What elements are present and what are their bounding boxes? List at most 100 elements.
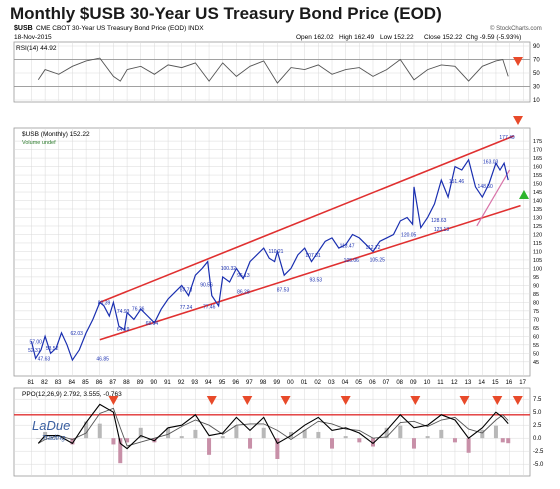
- price-tick-label: 85: [533, 292, 539, 298]
- ppo-histogram-bar: [411, 438, 416, 449]
- price-data-label: 110.21: [269, 249, 284, 255]
- ppo-histogram-bar: [97, 423, 102, 439]
- ppo-histogram-bar: [302, 429, 307, 439]
- price-tick-label: 135: [533, 207, 542, 213]
- price-data-label: 112.72: [366, 245, 381, 251]
- ppo-tick-label: -2.5: [533, 449, 544, 455]
- ppo-histogram-bar: [316, 431, 321, 439]
- ppo-histogram-bar: [56, 438, 61, 439]
- ppo-histogram-bar: [275, 438, 280, 459]
- price-tick-label: 120: [533, 232, 542, 238]
- year-tick-label: 91: [164, 380, 171, 386]
- year-tick-label: 93: [191, 380, 198, 386]
- high-value: High 162.49: [339, 34, 374, 41]
- short-trend-line: [476, 169, 511, 227]
- year-tick-label: 15: [492, 380, 499, 386]
- ppo-legend: PPO(12,26,9) 2.792, 3.555, -0.763: [22, 391, 122, 398]
- price-data-label: 163.03: [483, 159, 499, 165]
- ppo-histogram-bar: [207, 438, 212, 455]
- rsi-down-arrow: [513, 57, 523, 66]
- ppo-tick-label: 0.0: [533, 436, 542, 442]
- ppo-down-arrow: [410, 396, 421, 405]
- price-tick-label: 80: [533, 300, 539, 306]
- year-tick-label: 92: [178, 380, 185, 386]
- year-tick-label: 84: [68, 380, 75, 386]
- symbol-label: $USB: [14, 25, 33, 32]
- ppo-histogram-bar: [36, 438, 41, 439]
- watermark-line1: LaDue: [32, 418, 70, 433]
- ppo-histogram-bar: [193, 429, 198, 439]
- price-tick-label: 55: [533, 343, 539, 349]
- price-data-label: 90.56: [200, 282, 213, 288]
- ppo-histogram-bar: [179, 436, 184, 439]
- price-data-label: 52.31: [28, 348, 41, 354]
- ppo-histogram-bar: [398, 425, 403, 439]
- close-value: Close 152.22: [424, 34, 463, 41]
- price-data-label: 148.50: [478, 184, 494, 190]
- price-data-label: 77.46: [203, 305, 216, 311]
- ppo-histogram-bar: [220, 436, 225, 439]
- price-tick-label: 145: [533, 190, 542, 196]
- date-label: 18-Nov-2015: [14, 34, 52, 41]
- lower-channel-line: [99, 204, 521, 341]
- price-data-label: 105.06: [344, 258, 360, 264]
- year-tick-label: 89: [137, 380, 144, 386]
- price-data-label: 68.04: [146, 321, 159, 327]
- low-value: Low 152.22: [380, 34, 414, 41]
- price-data-label: 47.63: [38, 356, 51, 362]
- price-layer: 1751701651601551501451401351301251201151…: [14, 116, 542, 386]
- price-data-label: 53.52: [46, 346, 59, 352]
- year-tick-label: 11: [437, 380, 444, 386]
- price-data-label: 128.63: [431, 218, 447, 224]
- price-data-label: 77.24: [180, 305, 193, 311]
- year-tick-label: 81: [27, 380, 34, 386]
- year-tick-label: 88: [123, 380, 130, 386]
- price-tick-label: 115: [533, 241, 542, 247]
- ppo-line: [37, 403, 509, 450]
- grid-lines: [31, 42, 524, 476]
- year-tick-label: 87: [109, 380, 116, 386]
- year-tick-label: 96: [232, 380, 239, 386]
- ppo-histogram-bar: [370, 438, 375, 447]
- year-tick-label: 97: [246, 380, 253, 386]
- price-tick-label: 140: [533, 199, 542, 205]
- ppo-histogram-bar: [493, 425, 498, 439]
- ppo-histogram-bar: [500, 438, 505, 443]
- price-tick-label: 75: [533, 309, 539, 315]
- price-data-label: 64.19: [117, 327, 130, 333]
- price-data-label: 86.28: [237, 290, 250, 296]
- page-title: Monthly $USB 30-Year US Treasury Bond Pr…: [10, 4, 442, 23]
- price-legend: $USB (Monthly) 152.22: [22, 131, 90, 138]
- ppo-tick-label: 2.5: [533, 423, 542, 429]
- year-tick-label: 12: [451, 380, 458, 386]
- year-tick-label: 17: [519, 380, 526, 386]
- year-tick-label: 01: [301, 380, 308, 386]
- ppo-histogram-bar: [111, 438, 116, 445]
- price-tick-label: 125: [533, 224, 542, 230]
- price-tick-label: 95: [533, 275, 539, 281]
- ppo-histogram-bar: [357, 438, 362, 443]
- rsi-tick-label: 10: [533, 98, 540, 104]
- price-tick-label: 70: [533, 317, 539, 323]
- price-tick-label: 45: [533, 360, 539, 366]
- year-tick-label: 00: [287, 380, 294, 386]
- year-tick-label: 09: [410, 380, 417, 386]
- symbol-description: CME CBOT 30-Year US Treasury Bond Price …: [36, 25, 204, 32]
- price-tick-label: 105: [533, 258, 542, 264]
- price-tick-label: 100: [533, 266, 542, 272]
- ppo-histogram-bar: [425, 436, 430, 439]
- rsi-line: [37, 57, 509, 84]
- ppo-histogram-bar: [166, 427, 171, 439]
- rsi-tick-label: 70: [533, 58, 540, 64]
- year-tick-label: 90: [150, 380, 157, 386]
- ppo-tick-label: -5.0: [533, 462, 544, 468]
- ppo-down-arrow: [340, 396, 351, 405]
- year-tick-label: 16: [506, 380, 513, 386]
- year-tick-label: 14: [478, 380, 485, 386]
- price-tick-label: 90: [533, 283, 539, 289]
- year-tick-label: 94: [205, 380, 212, 386]
- price-data-label: 177.49: [499, 135, 515, 141]
- ppo-histogram-bar: [506, 438, 511, 444]
- ppo-histogram-bar: [70, 438, 75, 445]
- price-data-label: 87.53: [277, 288, 290, 294]
